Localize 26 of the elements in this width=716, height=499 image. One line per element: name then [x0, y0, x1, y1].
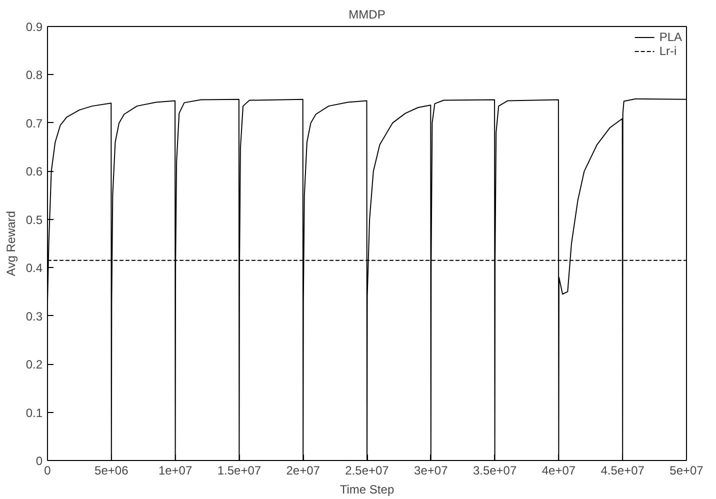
x-tick-label: 5e+07: [670, 464, 704, 478]
x-tick-label: 3e+07: [414, 464, 448, 478]
y-tick-label: 0.8: [26, 68, 43, 82]
x-tick-label: 2.5e+07: [345, 464, 390, 478]
y-tick-label: 0.3: [26, 309, 43, 324]
y-axis-title: Avg Reward: [4, 210, 18, 276]
legend-label: PLA: [659, 30, 682, 44]
x-tick-label: 4e+07: [542, 464, 576, 478]
x-tick-label: 5e+06: [94, 464, 129, 478]
y-tick-label: 0.5: [26, 212, 43, 227]
y-tick-label: 0: [36, 454, 43, 468]
x-tick-label: 3.5e+07: [472, 464, 517, 478]
y-tick-label: 0.1: [26, 406, 43, 420]
x-tick-label: 0: [44, 464, 52, 478]
x-tick-label: 1e+07: [158, 464, 192, 478]
y-tick-label: 0.9: [26, 20, 43, 34]
x-axis-title: Time Step: [340, 482, 394, 496]
x-tick-label: 4.5e+07: [600, 464, 645, 478]
x-tick-label: 1.5e+07: [217, 464, 262, 478]
chart-title: MMDP: [348, 8, 386, 22]
y-tick-label: 0.7: [26, 116, 43, 130]
legend-label: Lr-i: [659, 44, 678, 58]
y-tick-label: 0.6: [26, 164, 43, 179]
y-tick-label: 0.2: [26, 358, 43, 372]
x-tick-label: 2e+07: [286, 464, 320, 478]
y-tick-label: 0.4: [26, 261, 43, 276]
